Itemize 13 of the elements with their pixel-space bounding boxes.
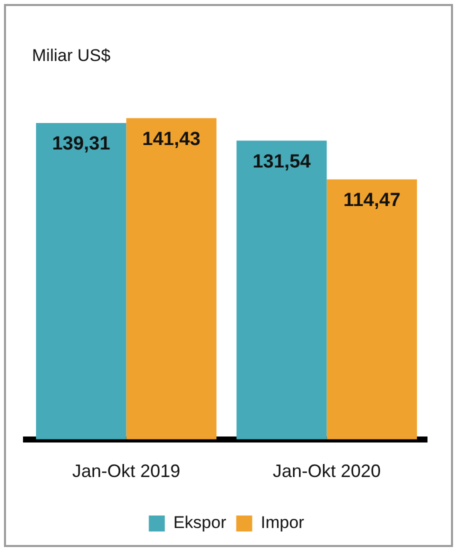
bar [326, 179, 417, 440]
data-label: 114,47 [343, 190, 400, 212]
data-label: 131,54 [252, 151, 312, 172]
bar [36, 122, 126, 440]
data-label: 141,43 [142, 128, 200, 150]
x-tick-label: Jan-Okt 2020 [272, 461, 381, 482]
legend-label: Impor [260, 513, 305, 532]
bar [126, 118, 216, 440]
bar [236, 140, 327, 440]
data-label: 139,31 [52, 134, 111, 155]
x-tick-label: Jan-Okt 2019 [72, 461, 180, 482]
legend-label: Ekspor [173, 513, 227, 532]
y-axis-title: Miliar US$ [32, 46, 110, 66]
